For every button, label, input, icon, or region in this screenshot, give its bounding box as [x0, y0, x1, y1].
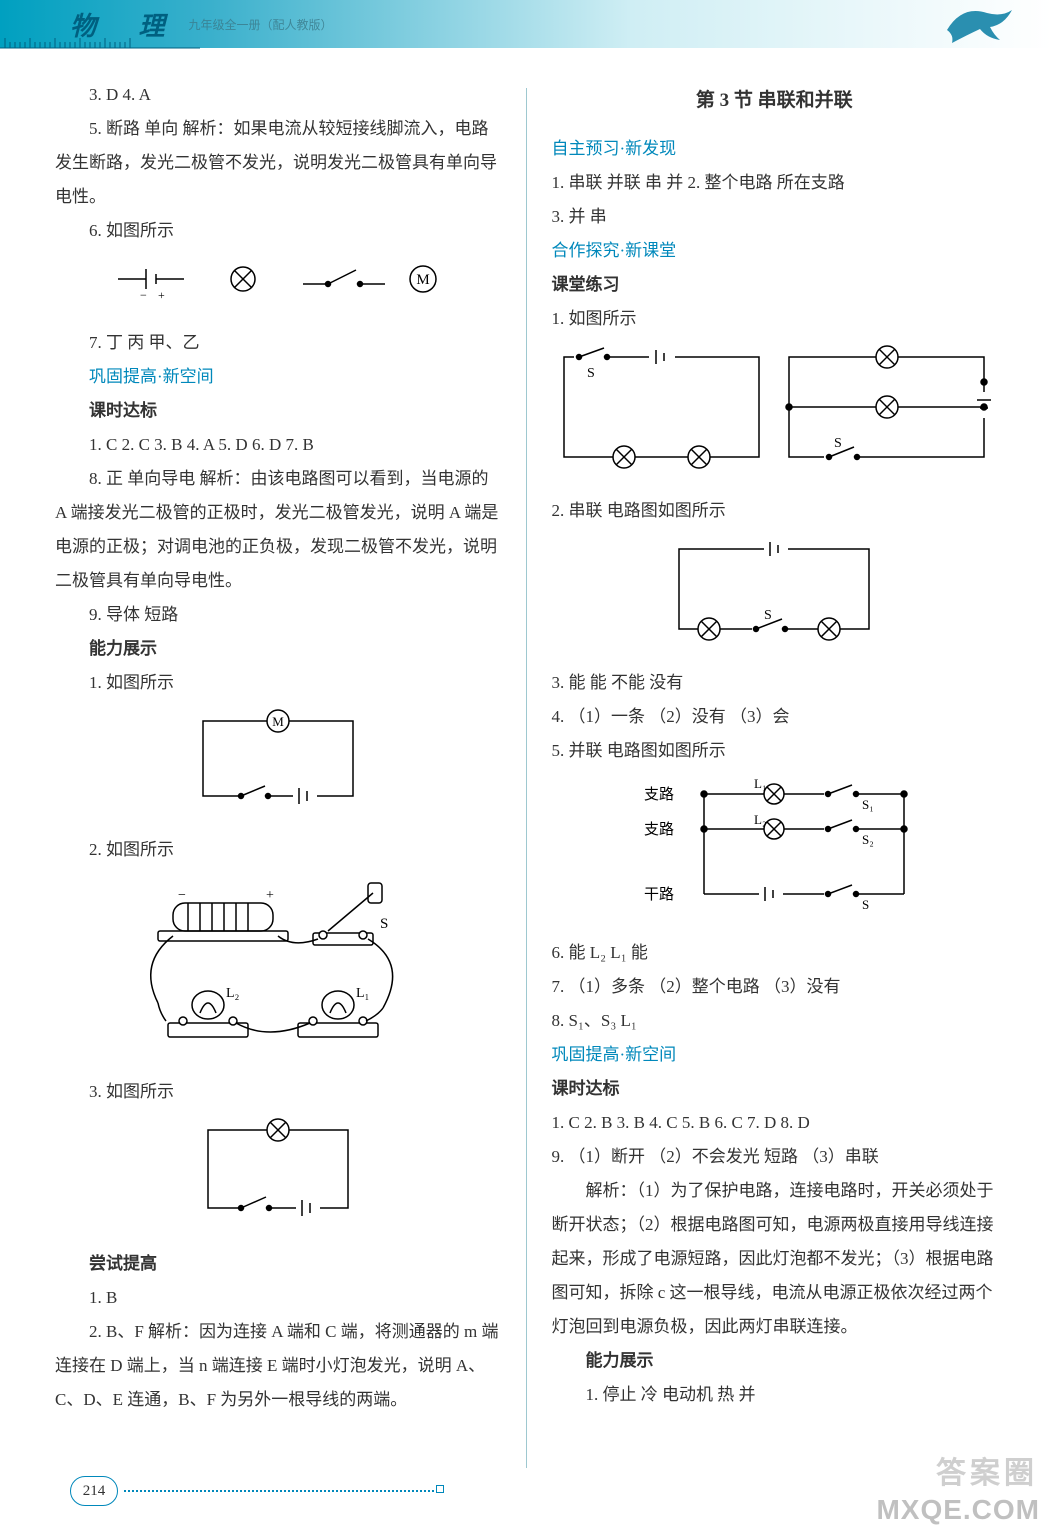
- text-line: 6. 如图所示: [55, 214, 501, 248]
- page-body: 3. D 4. A 5. 断路 单向 解析：如果电流从较短接线脚流入，电路发生断…: [0, 48, 1052, 1468]
- heading: 能力展示: [55, 632, 501, 666]
- heading-part: 新空间: [163, 367, 214, 386]
- text-line: 7. 丁 丙 甲、乙: [55, 326, 501, 360]
- text-line: 2. 串联 电路图如图所示: [552, 494, 998, 528]
- text-line: 1. C 2. C 3. B 4. A 5. D 6. D 7. B: [55, 428, 501, 462]
- svg-text:+: +: [266, 888, 274, 903]
- section-subheading: 合作探究·新课堂: [552, 234, 998, 268]
- heading: 能力展示: [552, 1344, 998, 1378]
- heading: 尝试提高: [55, 1247, 501, 1281]
- figure-q2-circuit: S: [552, 534, 998, 656]
- watermark-cn: 答案圈: [936, 1448, 1038, 1492]
- text-line: 1. B: [55, 1281, 501, 1315]
- text-line: 8. 正 单向导电 解析：由该电路图可以看到，当电源的 A 端接发光二极管的正极…: [55, 462, 501, 598]
- svg-text:S: S: [862, 897, 869, 912]
- heading: 课堂练习: [552, 268, 998, 302]
- subject-subtitle: 九年级全一册（配人教版）: [189, 16, 333, 33]
- svg-text:−: −: [178, 888, 186, 903]
- svg-text:L₂: L₂: [226, 986, 240, 1001]
- svg-text:M: M: [416, 272, 429, 288]
- text-line: 3. 能 能 不能 没有: [552, 666, 998, 700]
- text-line: 9. （1）断开 （2）不会发光 短路 （3）串联: [552, 1140, 998, 1174]
- svg-text:S: S: [764, 608, 772, 623]
- text-line: 4. （1）一条 （2）没有 （3）会: [552, 700, 998, 734]
- section-subheading: 巩固提高·新空间: [55, 360, 501, 394]
- figure-q1-circuits: S: [552, 342, 998, 484]
- heading-part: 合作探究·: [552, 241, 626, 260]
- svg-text:干路: 干路: [644, 886, 674, 903]
- heading-part: 新课堂: [625, 241, 676, 260]
- heading-part: 巩固提高·: [89, 367, 163, 386]
- svg-text:L₁: L₁: [754, 776, 766, 791]
- svg-text:支路: 支路: [644, 786, 674, 803]
- text-line: 6. 能 L₂ L₁ 能: [552, 936, 998, 970]
- text-line: 解析：（1）为了保护电路，连接电路时，开关必须处于断开状态；（2）根据电路图可知…: [552, 1174, 998, 1344]
- page-footer: 214: [70, 1476, 444, 1506]
- text-line: 1. C 2. B 3. B 4. C 5. B 6. C 7. D 8. D: [552, 1106, 998, 1140]
- figure-circuit-2: − + S: [55, 873, 501, 1065]
- svg-text:M: M: [272, 714, 284, 729]
- svg-text:S: S: [587, 366, 595, 381]
- page-header: 物 理 九年级全一册（配人教版）: [0, 0, 1052, 48]
- watermark-en: MXQE.COM: [876, 1494, 1040, 1526]
- text-line: 1. 如图所示: [55, 666, 501, 700]
- svg-text:S: S: [380, 916, 388, 932]
- heading: 课时达标: [552, 1072, 998, 1106]
- text-line: 2. B、F 解析：因为连接 A 端和 C 端，将测通器的 m 端连接在 D 端…: [55, 1315, 501, 1417]
- heading: 课时达标: [55, 394, 501, 428]
- text-line: 3. D 4. A: [55, 78, 501, 112]
- page-number: 214: [70, 1476, 118, 1506]
- svg-text:+: +: [158, 288, 165, 302]
- text-line: 1. 串联 并联 串 并 2. 整个电路 所在支路: [552, 166, 998, 200]
- text-line: 5. 断路 单向 解析：如果电流从较短接线脚流入，电路发生断路，发光二极管不发光…: [55, 112, 501, 214]
- left-column: 3. D 4. A 5. 断路 单向 解析：如果电流从较短接线脚流入，电路发生断…: [30, 78, 526, 1468]
- heading-part: 新发现: [625, 139, 676, 158]
- dolphin-icon: [942, 0, 1022, 50]
- section-subheading: 自主预习·新发现: [552, 132, 998, 166]
- heading-part: 巩固提高·: [552, 1045, 626, 1064]
- text-line: 5. 并联 电路图如图所示: [552, 734, 998, 768]
- figure-symbols: − + M: [55, 254, 501, 316]
- footer-dots: [124, 1490, 434, 1492]
- svg-text:S₂: S₂: [862, 832, 874, 847]
- text-line: 7. （1）多条 （2）整个电路 （3）没有: [552, 970, 998, 1004]
- svg-text:S₁: S₁: [862, 797, 874, 812]
- svg-text:支路: 支路: [644, 821, 674, 838]
- text-line: 3. 并 串: [552, 200, 998, 234]
- footer-end-marker: [436, 1485, 444, 1493]
- text-line: 1. 停止 冷 电动机 热 并: [552, 1378, 998, 1412]
- text-line: 1. 如图所示: [552, 302, 998, 336]
- right-column: 第 3 节 串联和并联 自主预习·新发现 1. 串联 并联 串 并 2. 整个电…: [527, 78, 1023, 1468]
- text-line: 9. 导体 短路: [55, 598, 501, 632]
- svg-text:−: −: [140, 288, 147, 302]
- svg-text:S: S: [834, 436, 842, 451]
- ruler-decoration: [0, 30, 200, 50]
- section-subheading: 巩固提高·新空间: [552, 1038, 998, 1072]
- figure-circuit-1: M: [55, 706, 501, 823]
- svg-text:L₁: L₁: [356, 986, 369, 1001]
- section-title: 第 3 节 串联和并联: [552, 82, 998, 120]
- heading-part: 自主预习·: [552, 139, 626, 158]
- text-line: 8. S₁、S₃ L₁: [552, 1004, 998, 1038]
- text-line: 2. 如图所示: [55, 833, 501, 867]
- text-line: 3. 如图所示: [55, 1075, 501, 1109]
- heading-part: 新空间: [625, 1045, 676, 1064]
- figure-q5-circuit: 支路 支路 干路 L₁ S₁ L₂ S₂: [552, 774, 998, 926]
- figure-circuit-3: [55, 1115, 501, 1237]
